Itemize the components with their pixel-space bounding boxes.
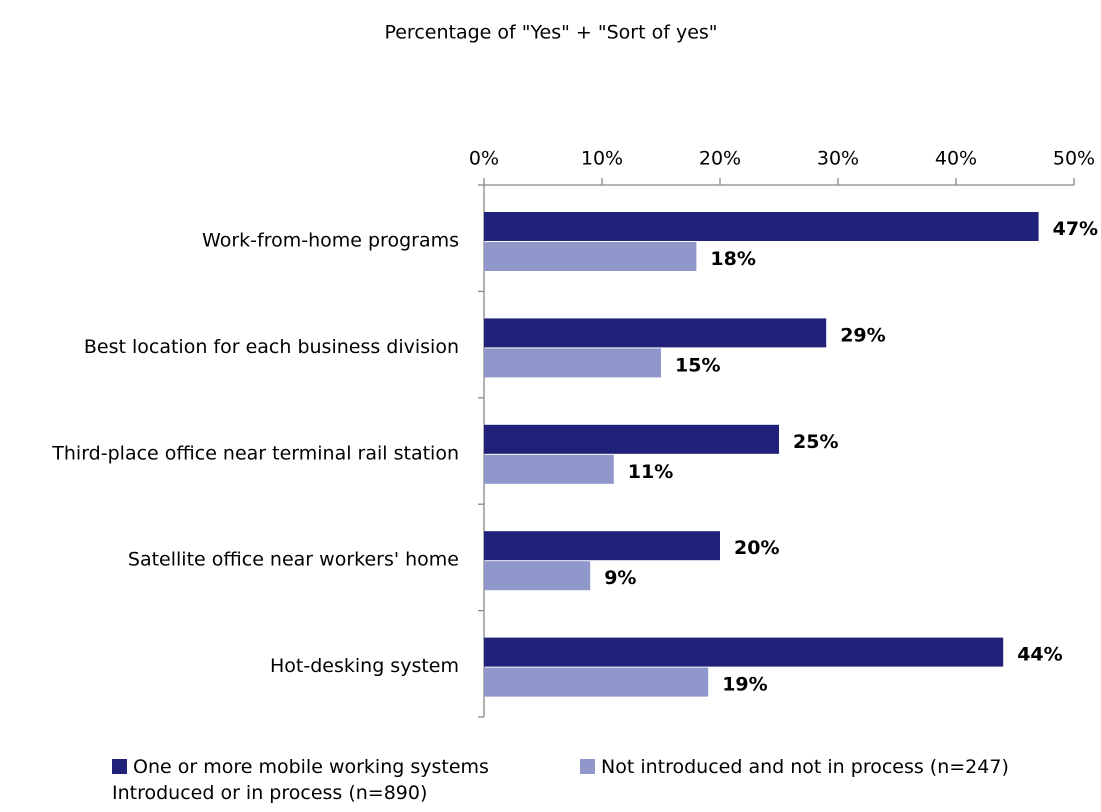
value-label: 11%: [628, 461, 673, 483]
bar: [484, 212, 1039, 241]
legend-item: Not introduced and not in process (n=247…: [580, 754, 1060, 780]
bar: [484, 531, 720, 561]
legend-label: One or more mobile working systems Intro…: [112, 756, 489, 804]
value-label: 44%: [1017, 644, 1062, 666]
legend-swatch: [112, 759, 127, 774]
x-tick-label: 0%: [469, 148, 499, 170]
bar: [484, 667, 709, 697]
bar: [484, 242, 697, 271]
value-label: 18%: [710, 248, 755, 270]
bar: [484, 637, 1004, 667]
bar: [484, 454, 614, 484]
y-tick-label: Third-place office near terminal rail st…: [51, 442, 459, 464]
x-tick-label: 50%: [1053, 148, 1095, 170]
legend-item: One or more mobile working systems Intro…: [112, 754, 552, 806]
bar: [484, 348, 661, 378]
legend-label: Not introduced and not in process (n=247…: [601, 756, 1009, 778]
value-label: 25%: [793, 431, 838, 453]
value-label: 19%: [722, 674, 767, 696]
bar: [484, 561, 591, 591]
x-tick-label: 10%: [581, 148, 623, 170]
value-label: 47%: [1053, 218, 1098, 240]
y-tick-label: Satellite office near workers' home: [128, 549, 459, 571]
chart-title: Percentage of "Yes" + "Sort of yes": [384, 22, 717, 44]
x-tick-label: 40%: [935, 148, 977, 170]
x-tick-label: 30%: [817, 148, 859, 170]
x-tick-label: 20%: [699, 148, 741, 170]
value-label: 15%: [675, 354, 720, 376]
value-label: 20%: [734, 537, 779, 559]
y-tick-label: Work-from-home programs: [202, 230, 459, 252]
value-label: 29%: [840, 324, 885, 346]
y-tick-label: Best location for each business division: [84, 336, 459, 358]
bar: [484, 424, 779, 454]
y-tick-label: Hot-desking system: [270, 655, 459, 677]
bar: [484, 318, 827, 348]
legend-swatch: [580, 759, 595, 774]
value-label: 9%: [604, 567, 636, 589]
